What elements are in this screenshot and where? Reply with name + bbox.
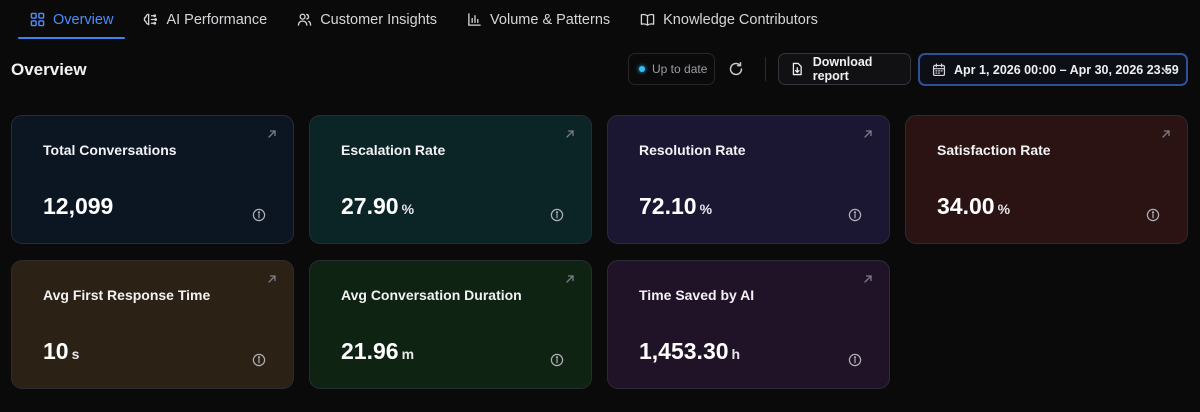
card-value: 1,453.30 h bbox=[639, 338, 740, 365]
card-unit: % bbox=[699, 201, 713, 217]
card-title: Time Saved by AI bbox=[639, 287, 755, 303]
info-icon[interactable] bbox=[848, 208, 862, 222]
card-title: Escalation Rate bbox=[341, 142, 446, 158]
card-unit: % bbox=[401, 201, 415, 217]
page-title: Overview bbox=[11, 60, 87, 79]
tab-volume-patterns[interactable]: Volume & Patterns bbox=[455, 0, 622, 39]
info-icon[interactable] bbox=[1146, 208, 1160, 222]
arrow-up-right-icon[interactable] bbox=[1160, 128, 1172, 140]
card-value: 72.10 % bbox=[639, 193, 712, 220]
arrow-up-right-icon[interactable] bbox=[266, 273, 278, 285]
metric-card-avg-first-response-time[interactable]: Avg First Response Time 10 s bbox=[11, 260, 294, 389]
info-icon[interactable] bbox=[848, 353, 862, 367]
card-unit: h bbox=[731, 346, 741, 362]
card-value: 12,099 bbox=[43, 193, 116, 220]
card-number: 21.96 bbox=[341, 338, 399, 364]
card-number: 72.10 bbox=[639, 193, 697, 219]
status-text: Up to date bbox=[652, 62, 708, 76]
download-label: Download report bbox=[812, 55, 873, 83]
metric-card-satisfaction-rate[interactable]: Satisfaction Rate 34.00 % bbox=[905, 115, 1188, 244]
arrow-up-right-icon[interactable] bbox=[564, 273, 576, 285]
info-icon[interactable] bbox=[252, 353, 266, 367]
card-number: 27.90 bbox=[341, 193, 399, 219]
card-title: Resolution Rate bbox=[639, 142, 746, 158]
date-range-picker[interactable]: Apr 1, 2026 00:00 – Apr 30, 2026 23:59 bbox=[918, 53, 1188, 86]
refresh-icon bbox=[729, 62, 743, 76]
tab-label: Knowledge Contributors bbox=[663, 11, 818, 28]
status-dot-icon bbox=[639, 66, 645, 72]
info-icon[interactable] bbox=[550, 208, 564, 222]
download-report-button[interactable]: Download report bbox=[778, 53, 911, 85]
card-value: 27.90 % bbox=[341, 193, 414, 220]
metric-card-resolution-rate[interactable]: Resolution Rate 72.10 % bbox=[607, 115, 890, 244]
card-title: Total Conversations bbox=[43, 142, 177, 158]
card-title: Satisfaction Rate bbox=[937, 142, 1051, 158]
grid-icon bbox=[30, 12, 45, 27]
bar-chart-icon bbox=[468, 13, 481, 26]
card-value: 21.96 m bbox=[341, 338, 414, 365]
card-title: Avg First Response Time bbox=[43, 287, 211, 303]
calendar-icon bbox=[932, 62, 946, 76]
card-number: 12,099 bbox=[43, 193, 114, 219]
card-value: 34.00 % bbox=[937, 193, 1010, 220]
card-title: Avg Conversation Duration bbox=[341, 287, 522, 303]
arrow-up-right-icon[interactable] bbox=[862, 273, 874, 285]
tab-label: AI Performance bbox=[166, 11, 268, 28]
tab-knowledge-contributors[interactable]: Knowledge Contributors bbox=[628, 0, 830, 39]
card-unit: s bbox=[71, 346, 80, 362]
chevron-down-icon bbox=[1161, 67, 1171, 73]
arrow-up-right-icon[interactable] bbox=[862, 128, 874, 140]
card-value: 10 s bbox=[43, 338, 79, 365]
tab-label: Volume & Patterns bbox=[490, 11, 611, 28]
download-icon bbox=[792, 62, 802, 76]
metric-card-total-conversations[interactable]: Total Conversations 12,099 bbox=[11, 115, 294, 244]
tab-bar: Overview AI Performance Customer Insight… bbox=[0, 0, 1200, 40]
arrow-up-right-icon[interactable] bbox=[266, 128, 278, 140]
tab-label: Overview bbox=[53, 11, 114, 28]
card-number: 10 bbox=[43, 338, 69, 364]
date-range-text: Apr 1, 2026 00:00 – Apr 30, 2026 23:59 bbox=[954, 62, 1179, 77]
card-unit: m bbox=[401, 346, 415, 362]
metric-card-avg-conversation-duration[interactable]: Avg Conversation Duration 21.96 m bbox=[309, 260, 592, 389]
page-header: Overview Up to date Download report Apr … bbox=[0, 52, 1200, 88]
tab-label: Customer Insights bbox=[320, 11, 438, 28]
status-badge: Up to date bbox=[628, 53, 715, 85]
tab-overview[interactable]: Overview bbox=[18, 0, 126, 39]
info-icon[interactable] bbox=[252, 208, 266, 222]
users-icon bbox=[297, 13, 312, 26]
book-icon bbox=[640, 13, 655, 26]
brain-icon bbox=[144, 13, 158, 26]
refresh-button[interactable] bbox=[722, 55, 750, 83]
card-unit: % bbox=[997, 201, 1011, 217]
divider bbox=[765, 57, 766, 81]
card-number: 1,453.30 bbox=[639, 338, 729, 364]
card-number: 34.00 bbox=[937, 193, 995, 219]
arrow-up-right-icon[interactable] bbox=[564, 128, 576, 140]
info-icon[interactable] bbox=[550, 353, 564, 367]
tab-customer-insights[interactable]: Customer Insights bbox=[285, 0, 449, 39]
metric-card-time-saved-by-ai[interactable]: Time Saved by AI 1,453.30 h bbox=[607, 260, 890, 389]
tab-ai-performance[interactable]: AI Performance bbox=[131, 0, 279, 39]
metric-card-escalation-rate[interactable]: Escalation Rate 27.90 % bbox=[309, 115, 592, 244]
